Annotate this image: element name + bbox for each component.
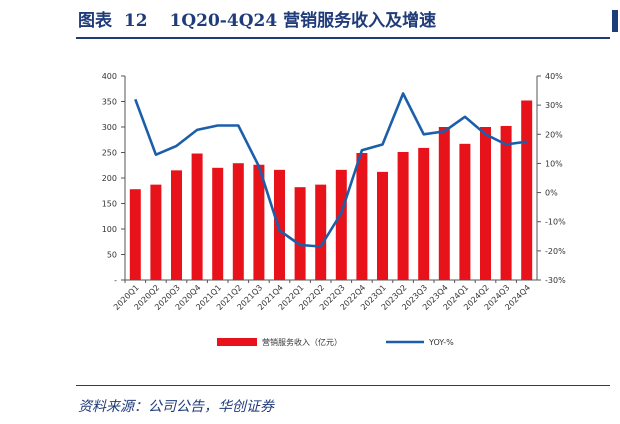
y-right-tick-label: -30% (545, 276, 566, 285)
y-left-tick-label: - (114, 276, 117, 285)
y-right-tick-label: 20% (545, 130, 563, 139)
bar (253, 164, 265, 280)
title-rule (76, 37, 610, 39)
bar (356, 153, 368, 280)
figure-title-text: 1Q20-4Q24 营销服务收入及增速 (169, 11, 437, 31)
bar (129, 189, 141, 280)
bar (232, 163, 244, 280)
legend-bar-label: 营销服务收入（亿元） (262, 337, 342, 347)
figure-title: 图表 12 1Q20-4Q24 营销服务收入及增速 (78, 6, 436, 31)
bar (150, 184, 162, 280)
bar (294, 187, 306, 280)
y-right-tick-label: 0% (545, 189, 558, 198)
y-right-tick-label: -10% (545, 218, 566, 227)
figure-label: 图表 (78, 11, 112, 31)
bar (521, 100, 533, 280)
edge-mark (612, 10, 618, 32)
y-right-tick-label: -20% (545, 247, 566, 256)
bar (397, 151, 409, 280)
y-left-tick-label: 150 (102, 200, 117, 209)
bar (274, 169, 285, 280)
yoy-line (134, 92, 527, 248)
y-left-tick-label: 300 (102, 123, 117, 132)
source-note: 资料来源：公司公告，华创证券 (78, 399, 274, 415)
source-rule (76, 385, 610, 386)
legend-bar-swatch (217, 338, 257, 346)
y-left-tick-label: 100 (102, 225, 117, 234)
y-right-tick-label: 40% (545, 72, 563, 81)
figure-number: 12 (123, 11, 148, 31)
bar (171, 170, 182, 280)
legend-line-label: YOY-% (428, 338, 454, 347)
y-right-tick-label: 10% (545, 159, 563, 168)
bar (335, 169, 347, 280)
bar (418, 147, 430, 280)
bar (315, 184, 327, 280)
y-left-tick-label: 50 (107, 251, 117, 260)
y-left-tick-label: 250 (102, 149, 117, 158)
bar (438, 127, 450, 280)
y-left-tick-label: 400 (102, 72, 117, 81)
y-right-tick-label: 30% (545, 101, 563, 110)
bar (480, 127, 491, 280)
bar (377, 171, 388, 280)
bar (500, 125, 512, 280)
bar (191, 153, 203, 280)
bar (459, 143, 471, 280)
y-left-tick-label: 200 (102, 174, 117, 183)
bar (212, 167, 224, 280)
y-left-tick-label: 350 (102, 98, 117, 107)
